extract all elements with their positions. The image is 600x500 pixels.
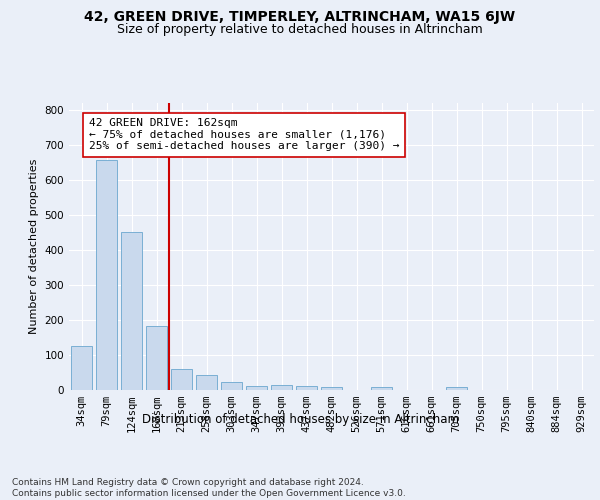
Text: Distribution of detached houses by size in Altrincham: Distribution of detached houses by size …	[142, 412, 458, 426]
Text: Size of property relative to detached houses in Altrincham: Size of property relative to detached ho…	[117, 22, 483, 36]
Bar	[221, 382, 242, 390]
Bar	[121, 232, 142, 390]
Y-axis label: Number of detached properties: Number of detached properties	[29, 158, 39, 334]
Text: 42 GREEN DRIVE: 162sqm
← 75% of detached houses are smaller (1,176)
25% of semi-: 42 GREEN DRIVE: 162sqm ← 75% of detached…	[89, 118, 400, 152]
Bar	[96, 160, 117, 390]
Bar	[321, 387, 342, 390]
Bar	[246, 386, 267, 390]
Bar	[371, 387, 392, 390]
Bar	[446, 387, 467, 390]
Bar	[296, 386, 317, 390]
Bar	[271, 386, 292, 390]
Bar	[196, 374, 217, 390]
Text: Contains HM Land Registry data © Crown copyright and database right 2024.
Contai: Contains HM Land Registry data © Crown c…	[12, 478, 406, 498]
Text: 42, GREEN DRIVE, TIMPERLEY, ALTRINCHAM, WA15 6JW: 42, GREEN DRIVE, TIMPERLEY, ALTRINCHAM, …	[85, 10, 515, 24]
Bar	[171, 369, 192, 390]
Bar	[146, 326, 167, 390]
Bar	[71, 346, 92, 390]
